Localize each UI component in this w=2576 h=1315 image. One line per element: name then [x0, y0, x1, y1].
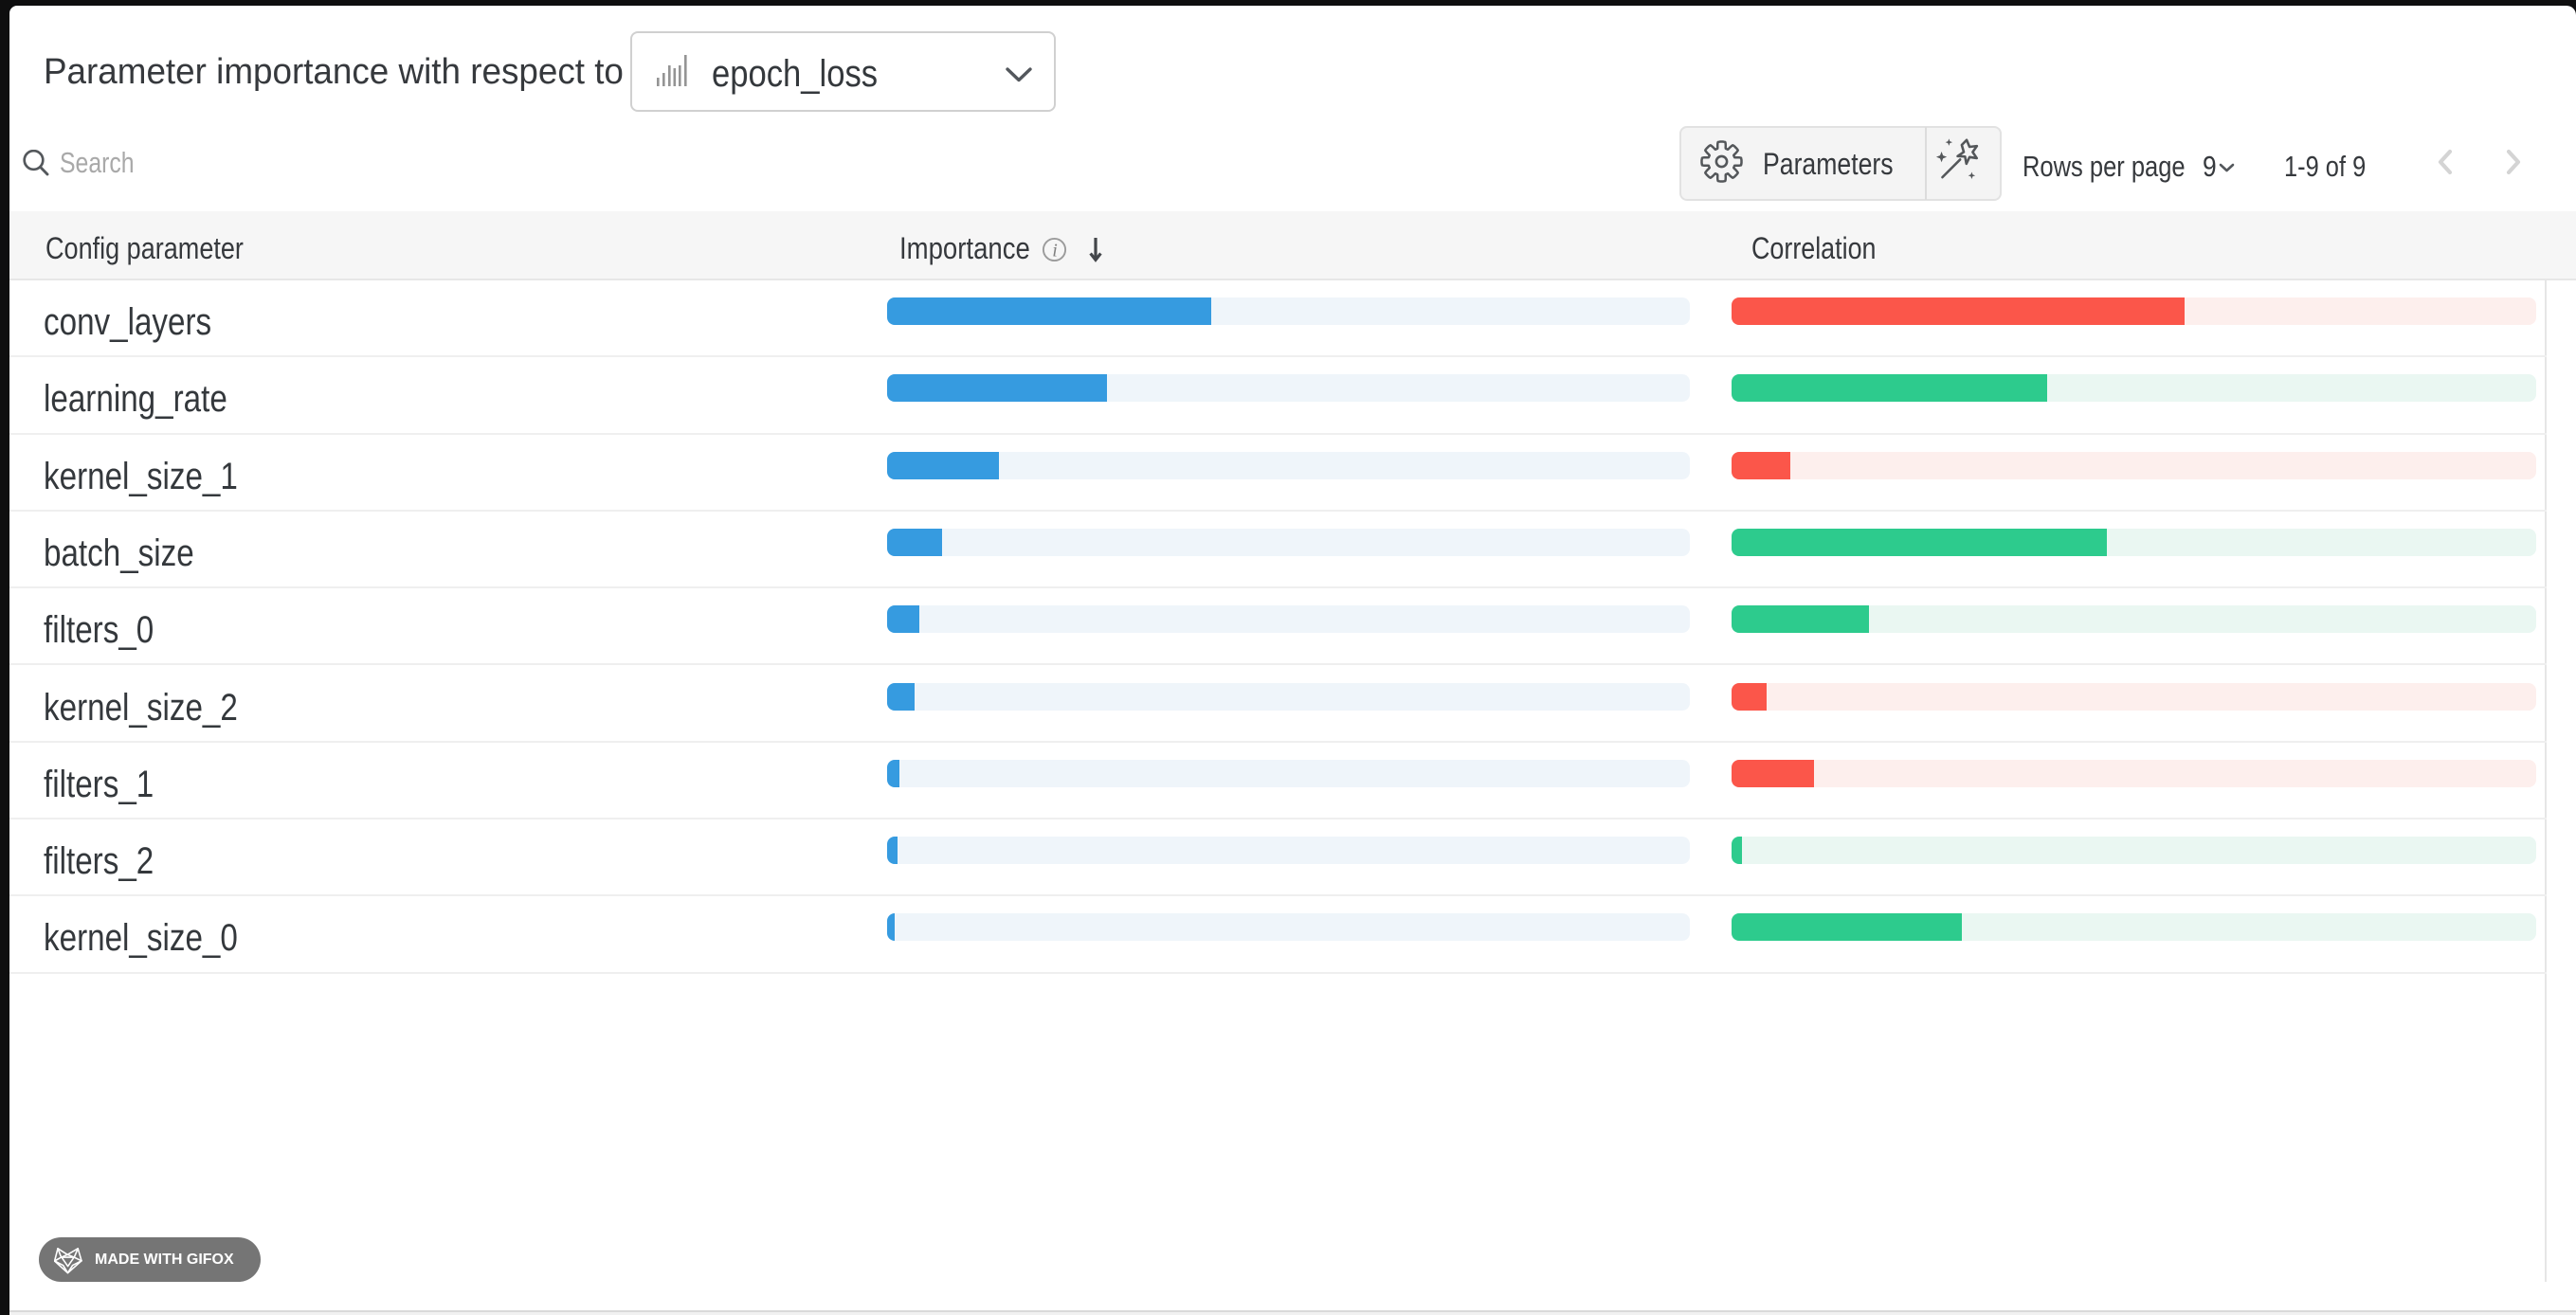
svg-text:i: i: [1052, 240, 1058, 261]
